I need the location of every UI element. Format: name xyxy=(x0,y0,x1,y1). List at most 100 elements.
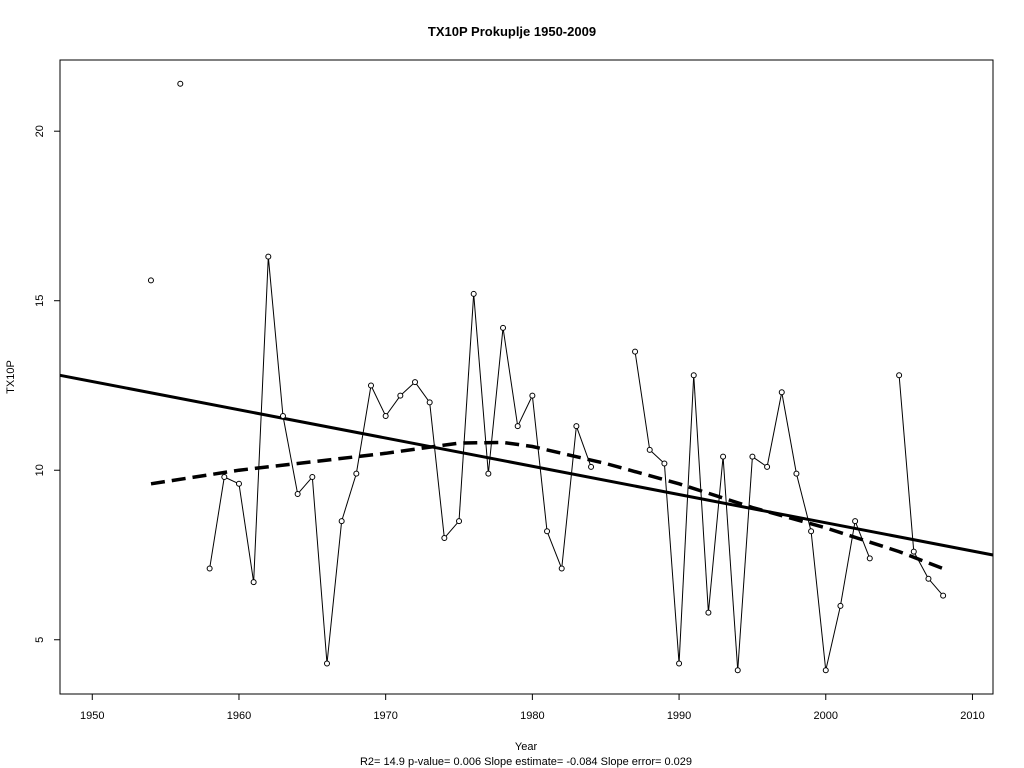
series-segment xyxy=(267,256,284,417)
series-segment xyxy=(502,327,519,427)
series-segment xyxy=(707,456,724,613)
data-point xyxy=(866,555,873,562)
data-point xyxy=(764,463,771,470)
smoothed-curve-path xyxy=(150,440,944,571)
data-point xyxy=(250,579,257,586)
series-segment xyxy=(795,473,812,532)
data-point xyxy=(147,277,154,284)
data-point xyxy=(646,446,653,453)
data-point xyxy=(793,470,800,477)
series-segment xyxy=(693,375,709,613)
x-tick-label: 2000 xyxy=(814,710,838,722)
data-point xyxy=(676,660,683,667)
data-point xyxy=(514,423,521,430)
series-segment xyxy=(443,520,460,539)
data-point xyxy=(441,535,448,542)
series-segment xyxy=(209,476,225,569)
data-series xyxy=(147,80,947,674)
series-segment xyxy=(517,395,533,427)
data-point xyxy=(426,399,433,406)
series-segment xyxy=(253,256,269,583)
data-point xyxy=(412,379,419,386)
data-point xyxy=(309,474,316,481)
data-point xyxy=(485,470,492,477)
data-point xyxy=(177,80,184,87)
series-segment xyxy=(355,385,372,474)
data-point xyxy=(470,290,477,297)
y-tick-label: 20 xyxy=(34,125,46,137)
data-point xyxy=(206,565,213,572)
trend-line xyxy=(59,373,994,557)
series-segment xyxy=(546,531,563,569)
data-point xyxy=(661,460,668,467)
y-tick-label: 5 xyxy=(34,637,46,643)
data-point xyxy=(558,565,565,572)
plot-frame xyxy=(59,59,994,695)
data-point xyxy=(808,528,815,535)
data-point xyxy=(265,253,272,260)
x-axis: 1950 1960 1970 1980 1990 2000 2010 xyxy=(80,694,985,722)
series-segment xyxy=(781,392,797,474)
series-segment xyxy=(766,392,783,467)
series-segment xyxy=(722,456,739,671)
data-point xyxy=(382,412,389,419)
data-point xyxy=(837,602,844,609)
data-point xyxy=(397,392,404,399)
series-segment xyxy=(429,402,445,539)
x-tick-label: 1980 xyxy=(520,710,544,722)
series-segment xyxy=(810,531,827,671)
series-segment xyxy=(825,605,841,671)
series-segment xyxy=(238,483,255,583)
series-segment xyxy=(678,375,695,664)
series-segment xyxy=(737,456,753,671)
series-segment xyxy=(487,327,504,474)
x-tick-label: 2010 xyxy=(960,710,984,722)
series-segment xyxy=(326,521,343,664)
data-point xyxy=(778,389,785,396)
data-point xyxy=(235,480,242,487)
y-axis-label: TX10P xyxy=(5,360,17,394)
data-point xyxy=(500,324,507,331)
data-point xyxy=(456,518,463,525)
data-point xyxy=(221,474,228,481)
x-tick-label: 1960 xyxy=(227,710,251,722)
x-tick-label: 1950 xyxy=(80,710,104,722)
series-segment xyxy=(663,463,680,664)
x-tick-label: 1970 xyxy=(373,710,397,722)
data-point xyxy=(588,463,595,470)
data-point xyxy=(279,412,286,419)
series-segment xyxy=(839,521,856,606)
data-point xyxy=(705,609,712,616)
series-segment xyxy=(928,578,944,597)
x-axis-label: Year xyxy=(515,741,538,753)
series-segment xyxy=(854,520,871,559)
data-point xyxy=(896,372,903,379)
data-point xyxy=(925,575,932,582)
data-point xyxy=(632,348,639,355)
series-segment xyxy=(561,426,577,569)
series-segment xyxy=(414,381,431,403)
series-segment xyxy=(634,351,651,450)
data-point xyxy=(720,453,727,460)
series-segment xyxy=(575,425,592,468)
data-point xyxy=(338,518,345,525)
series-segment xyxy=(531,395,548,532)
series-segment xyxy=(311,476,328,664)
series-segment xyxy=(341,473,357,522)
series-segment xyxy=(458,293,475,522)
series-segment xyxy=(282,415,299,495)
series-segment xyxy=(385,395,401,417)
data-point xyxy=(910,548,917,555)
trend-line-segment xyxy=(59,373,994,557)
data-point xyxy=(353,470,360,477)
series-segment xyxy=(898,375,915,552)
stats-footer: R2= 14.9 p-value= 0.006 Slope estimate= … xyxy=(360,756,692,768)
data-point xyxy=(323,660,330,667)
data-point xyxy=(852,518,859,525)
series-segment xyxy=(649,449,665,464)
chart-title: TX10P Prokuplje 1950-2009 xyxy=(428,24,596,39)
data-point xyxy=(294,490,301,497)
data-point xyxy=(573,423,580,430)
y-tick-label: 15 xyxy=(34,295,46,307)
